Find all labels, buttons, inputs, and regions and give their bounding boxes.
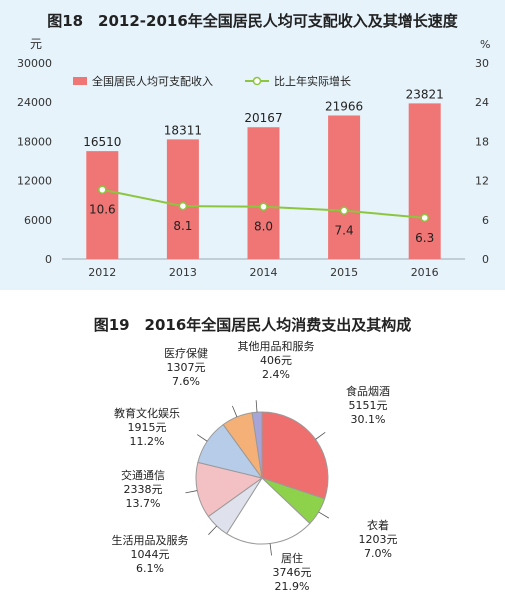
pie-leader-line — [269, 543, 272, 556]
right-axis-tick-label: 24 — [475, 96, 489, 109]
x-axis-tick-label: 2016 — [411, 266, 439, 279]
growth-rate-point — [339, 206, 349, 215]
x-axis-tick-label: 2015 — [330, 266, 358, 279]
left-axis-tick-label: 18000 — [17, 135, 52, 148]
x-axis-tick-label: 2013 — [169, 266, 197, 279]
pie-slice-amount-label: 3746元 — [273, 566, 312, 579]
income-bar-value-label: 23821 — [406, 87, 444, 101]
pie-slice-amount-label: 1307元 — [167, 361, 206, 374]
pie-leader-line — [318, 511, 330, 519]
growth-rate-point — [259, 202, 268, 211]
pie-slice-name-label: 其他用品和服务 — [238, 340, 315, 353]
pie-slice — [195, 461, 264, 518]
pie-slice-name-label: 生活用品及服务 — [112, 533, 189, 547]
pie-leader-line — [255, 400, 258, 413]
left-axis-tick-label: 30000 — [17, 57, 52, 70]
growth-rate-value-label: 7.4 — [335, 224, 354, 238]
growth-rate-point — [420, 213, 429, 223]
income-bar-value-label: 18311 — [164, 123, 202, 137]
pie-slice-name-label: 食品烟酒 — [346, 384, 390, 398]
income-chart-title: 图18 2012-2016年全国居民人均可支配收入及其增长速度 — [47, 12, 458, 30]
pie-slice — [251, 411, 263, 479]
left-axis-tick-label: 24000 — [17, 96, 52, 109]
income-bar — [328, 115, 361, 259]
right-axis-tick-label: 30 — [475, 57, 489, 70]
pie-slice-percent-label: 30.1% — [351, 413, 386, 426]
income-bar — [408, 103, 441, 259]
growth-rate-value-label: 6.3 — [415, 231, 434, 245]
right-axis-tick-label: 0 — [482, 253, 489, 266]
pie-leader-line — [196, 434, 208, 442]
income-bar-value-label: 21966 — [325, 99, 363, 113]
pie-slice-percent-label: 6.1% — [136, 562, 164, 575]
pie-slice-amount-label: 2338元 — [124, 483, 163, 496]
pie-slice-percent-label: 11.2% — [130, 435, 165, 448]
pie-slice-amount-label: 1915元 — [128, 421, 167, 434]
pie-slice-amount-label: 406元 — [260, 354, 292, 367]
pie-leader-line — [232, 405, 238, 418]
growth-rate-value-label: 8.1 — [173, 219, 192, 233]
pie-slice-percent-label: 13.7% — [126, 497, 161, 510]
growth-rate-point — [178, 201, 188, 211]
legend-growth-swatch-marker — [252, 76, 262, 86]
pie-slice-name-label: 医疗保健 — [164, 346, 208, 360]
left-axis-tick-label: 6000 — [24, 214, 52, 227]
pie-slice-percent-label: 21.9% — [275, 580, 310, 593]
left-axis-tick-label: 0 — [45, 253, 52, 266]
legend-income-label: 全国居民人均可支配收入 — [92, 74, 213, 88]
pie-slice-amount-label: 1044元 — [131, 548, 170, 561]
income-bar — [166, 139, 199, 259]
pie-slice-name-label: 教育文化娱乐 — [114, 406, 180, 420]
consumption-chart-title: 图19 2016年全国居民人均消费支出及其构成 — [93, 316, 412, 334]
legend-growth-label: 比上年实际增长 — [274, 74, 351, 88]
pie-slice-amount-label: 5151元 — [349, 399, 388, 412]
pie-slice-name-label: 居住 — [281, 551, 303, 565]
right-axis-tick-label: 18 — [475, 135, 489, 148]
pie-slice-percent-label: 7.0% — [364, 547, 392, 560]
pie-slice — [261, 411, 329, 500]
x-axis-tick-label: 2014 — [250, 266, 278, 279]
income-bar-value-label: 20167 — [244, 111, 282, 125]
pie-slice-name-label: 衣着 — [367, 518, 389, 532]
income-bar — [247, 127, 280, 259]
left-axis-tick-label: 12000 — [17, 175, 52, 188]
pie-leader-line — [208, 525, 217, 535]
growth-rate-value-label: 8.0 — [254, 220, 273, 234]
income-bar-value-label: 16510 — [83, 135, 121, 149]
pie-leader-line — [315, 432, 326, 440]
x-axis-tick-label: 2012 — [88, 266, 116, 279]
income-bar — [86, 151, 119, 259]
consumption-chart-panel: 图19 2016年全国居民人均消费支出及其构成 食品烟酒 5151元 30.1% 衣着… — [0, 300, 505, 605]
income-chart-svg: 0 6000 12000 18000 24000 30000 0 6 12 18 24 30 元 % 165… — [17, 37, 490, 279]
left-axis-unit-label: 元 — [30, 37, 42, 51]
pie-leader-line — [185, 490, 198, 494]
right-axis-tick-label: 6 — [482, 214, 489, 227]
pie-slice-name-label: 交通通信 — [121, 468, 165, 482]
growth-rate-value-label: 10.6 — [89, 203, 116, 217]
growth-rate-point — [98, 185, 107, 194]
right-axis-tick-label: 12 — [475, 175, 489, 188]
figure-separator — [0, 290, 505, 300]
income-chart-panel: 图18 2012-2016年全国居民人均可支配收入及其增长速度 0 6000 120… — [0, 0, 505, 290]
legend-income-swatch — [73, 77, 87, 85]
pie-slice-amount-label: 1203元 — [359, 533, 398, 546]
pie-slice-percent-label: 2.4% — [262, 368, 290, 381]
pie-slice-percent-label: 7.6% — [172, 375, 200, 388]
right-axis-unit-label: % — [480, 38, 490, 51]
